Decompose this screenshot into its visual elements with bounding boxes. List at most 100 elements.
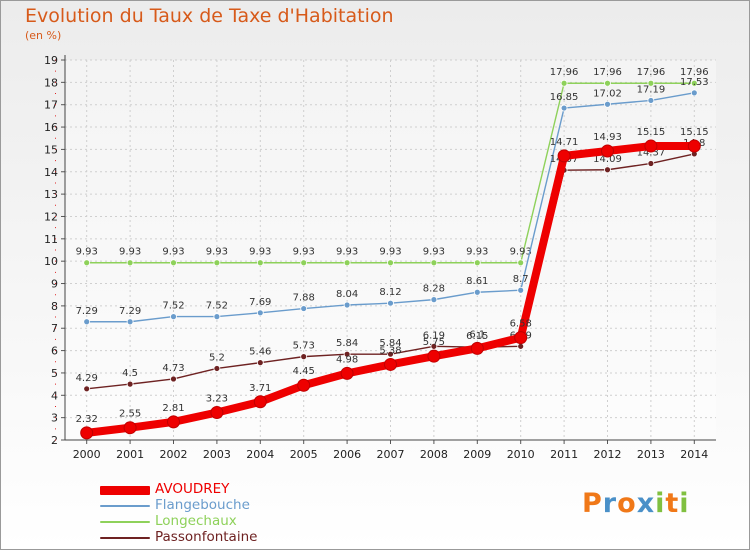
y-tick-label: 5	[51, 367, 58, 380]
data-point-avoudrey	[80, 426, 94, 440]
data-point-flangebouche	[256, 309, 264, 317]
data-label-longechaux: 9.93	[206, 247, 228, 258]
data-point-passonfontaine	[387, 350, 394, 358]
data-point-flangebouche	[170, 313, 177, 321]
data-point-flangebouche	[213, 313, 221, 321]
y-tick-label: 8	[51, 300, 58, 313]
x-tick-label: 2003	[203, 448, 231, 461]
data-label-passonfontaine: 14.37	[637, 147, 666, 158]
data-label-flangebouche: 7.29	[76, 306, 98, 317]
data-label-passonfontaine: 5.46	[249, 347, 271, 358]
logo-letter: P	[582, 488, 603, 519]
data-point-longechaux	[473, 259, 481, 267]
data-label-flangebouche: 7.29	[119, 306, 141, 317]
y-tick-label: 14	[44, 166, 58, 179]
data-label-avoudrey: 5.38	[379, 345, 401, 356]
data-point-avoudrey	[384, 357, 397, 371]
x-tick-label: 2006	[333, 448, 361, 461]
data-point-flangebouche	[343, 301, 351, 309]
data-point-avoudrey	[123, 421, 137, 435]
data-point-passonfontaine	[170, 375, 177, 383]
data-label-passonfontaine: 5.84	[336, 338, 358, 349]
data-point-flangebouche	[604, 100, 611, 108]
y-tick-label: 6	[51, 345, 58, 358]
data-label-flangebouche: 17.53	[680, 77, 709, 88]
data-label-longechaux: 17.96	[550, 67, 579, 78]
legend-swatch-longechaux	[100, 521, 150, 523]
data-label-avoudrey: 4.45	[293, 366, 315, 377]
data-label-avoudrey: 3.23	[206, 394, 228, 405]
legend-label-avoudrey: AVOUDREY	[155, 481, 230, 497]
data-label-avoudrey: 14.93	[593, 132, 622, 143]
x-tick-label: 2011	[550, 448, 578, 461]
data-label-passonfontaine: 6.19	[423, 330, 445, 341]
data-point-flangebouche	[430, 296, 438, 304]
data-point-avoudrey	[687, 139, 701, 153]
y-tick-label: 15	[44, 143, 58, 156]
x-tick-label: 2005	[290, 448, 318, 461]
data-label-flangebouche: 7.52	[162, 301, 184, 312]
data-point-avoudrey	[297, 378, 311, 392]
data-label-avoudrey: 6.1	[469, 329, 485, 340]
data-label-flangebouche: 8.04	[336, 289, 358, 300]
data-label-longechaux: 9.93	[379, 247, 401, 258]
chart-subtitle: (en %)	[25, 29, 62, 42]
data-label-passonfontaine: 5.73	[293, 341, 315, 352]
data-label-flangebouche: 8.61	[466, 276, 488, 287]
data-point-flangebouche	[647, 97, 655, 104]
legend-swatch-flangebouche	[100, 505, 150, 507]
data-label-longechaux: 17.96	[680, 67, 709, 78]
y-tick-label: 9	[51, 278, 58, 291]
data-label-flangebouche: 7.88	[293, 293, 315, 304]
x-tick-label: 2004	[246, 448, 274, 461]
data-point-flangebouche	[690, 89, 698, 97]
data-point-avoudrey	[427, 349, 441, 363]
logo-letter: i	[655, 488, 666, 519]
data-point-avoudrey	[470, 341, 484, 355]
data-label-longechaux: 17.96	[637, 67, 666, 78]
data-label-avoudrey: 2.81	[162, 403, 184, 414]
data-point-flangebouche	[560, 104, 568, 112]
data-point-passonfontaine	[83, 385, 91, 393]
legend-label-flangebouche: Flangebouche	[155, 497, 250, 513]
y-tick-label: 19	[44, 54, 58, 67]
data-label-passonfontaine: 4.5	[122, 368, 138, 379]
data-label-avoudrey: 3.71	[249, 383, 271, 394]
data-label-flangebouche: 16.85	[550, 92, 579, 103]
y-tick-label: 2	[51, 434, 58, 447]
data-point-passonfontaine	[256, 359, 264, 367]
data-point-passonfontaine	[517, 342, 525, 350]
data-point-avoudrey	[253, 395, 267, 409]
data-label-passonfontaine: 4.73	[162, 363, 184, 374]
data-label-passonfontaine: 5.2	[209, 352, 225, 363]
data-label-flangebouche: 7.69	[249, 297, 271, 308]
data-point-flangebouche	[300, 305, 308, 312]
x-tick-label: 2008	[420, 448, 448, 461]
data-point-flangebouche	[517, 286, 525, 294]
data-point-longechaux	[343, 259, 351, 267]
legend-item-longechaux: Longechaux	[100, 513, 360, 531]
legend-label-longechaux: Longechaux	[155, 513, 237, 529]
data-label-flangebouche: 8.12	[379, 287, 401, 298]
data-point-avoudrey	[514, 331, 528, 345]
y-tick-label: 4	[51, 389, 58, 402]
data-label-longechaux: 9.93	[119, 247, 141, 258]
data-label-avoudrey: 6.58	[510, 319, 532, 330]
data-point-longechaux	[300, 259, 308, 267]
data-label-flangebouche: 17.19	[637, 84, 666, 95]
data-point-longechaux	[604, 79, 611, 87]
legend-item-passonfontaine: Passonfontaine	[100, 529, 360, 547]
data-label-longechaux: 9.93	[249, 247, 271, 258]
data-point-longechaux	[213, 259, 221, 267]
data-point-longechaux	[83, 259, 91, 267]
data-point-passonfontaine	[647, 160, 655, 167]
data-label-avoudrey: 2.32	[76, 414, 98, 425]
data-point-longechaux	[690, 79, 698, 87]
data-point-avoudrey	[557, 149, 571, 163]
y-tick-label: 11	[44, 233, 58, 246]
data-point-longechaux	[517, 259, 525, 267]
y-tick-label: 12	[44, 210, 58, 223]
logo-letter: t	[665, 488, 680, 519]
data-point-longechaux	[560, 79, 568, 87]
